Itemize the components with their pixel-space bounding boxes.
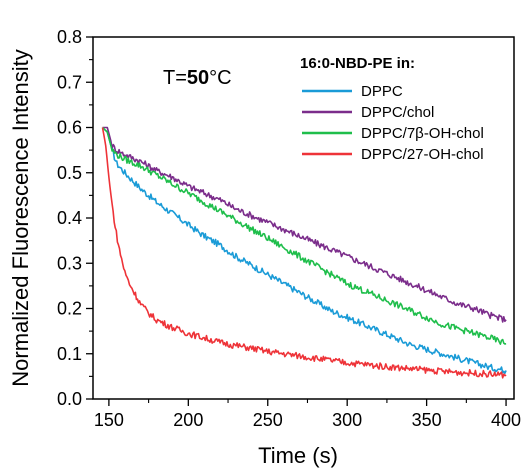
tick-label-layer: 150 200 250 300 350 400 0.0 0.1 0.2 0.3 0.4 0.5 0.6 0… bbox=[57, 27, 521, 430]
legend: 16:0-NBD-PE in: DPPC DPPC/chol DPPC/7β-OH-… bbox=[300, 55, 484, 163]
series-line bbox=[102, 126, 507, 323]
y-axis-title: Normalized Fluorescence Intensity bbox=[8, 49, 33, 386]
legend-label: DPPC/7β-OH-chol bbox=[361, 125, 484, 142]
series-line bbox=[101, 126, 507, 346]
y-tick-label: 0.3 bbox=[57, 253, 82, 273]
y-tick-label: 0.4 bbox=[57, 208, 82, 228]
y-tick-label: 0.8 bbox=[57, 27, 82, 47]
plot-frame bbox=[92, 36, 515, 400]
series-layer bbox=[101, 126, 507, 379]
ticks-layer bbox=[86, 36, 507, 406]
legend-label: DPPC/chol bbox=[361, 104, 434, 121]
temperature-unit: °C bbox=[209, 67, 231, 89]
temperature-prefix: T= bbox=[163, 67, 187, 89]
x-tick-label: 400 bbox=[491, 410, 521, 430]
temperature-value: 50 bbox=[187, 67, 209, 89]
legend-title: 16:0-NBD-PE in: bbox=[300, 55, 415, 72]
x-tick-label: 300 bbox=[332, 410, 362, 430]
x-tick-label: 250 bbox=[253, 410, 283, 430]
y-tick-label: 0.1 bbox=[57, 344, 82, 364]
legend-label: DPPC bbox=[361, 83, 403, 100]
y-tick-label: 0.5 bbox=[57, 163, 82, 183]
x-tick-label: 350 bbox=[412, 410, 442, 430]
y-tick-label: 0.7 bbox=[57, 72, 82, 92]
x-axis-title: Time (s) bbox=[258, 443, 338, 468]
y-tick-label: 0.6 bbox=[57, 118, 82, 138]
series-line bbox=[101, 126, 507, 375]
x-tick-label: 200 bbox=[173, 410, 203, 430]
series-line bbox=[101, 127, 507, 379]
y-tick-label: 0.2 bbox=[57, 299, 82, 319]
y-tick-label: 0.0 bbox=[57, 389, 82, 409]
temperature-annotation: T=50°C bbox=[163, 67, 232, 89]
x-tick-label: 150 bbox=[94, 410, 124, 430]
legend-label: DPPC/27-OH-chol bbox=[361, 146, 484, 163]
